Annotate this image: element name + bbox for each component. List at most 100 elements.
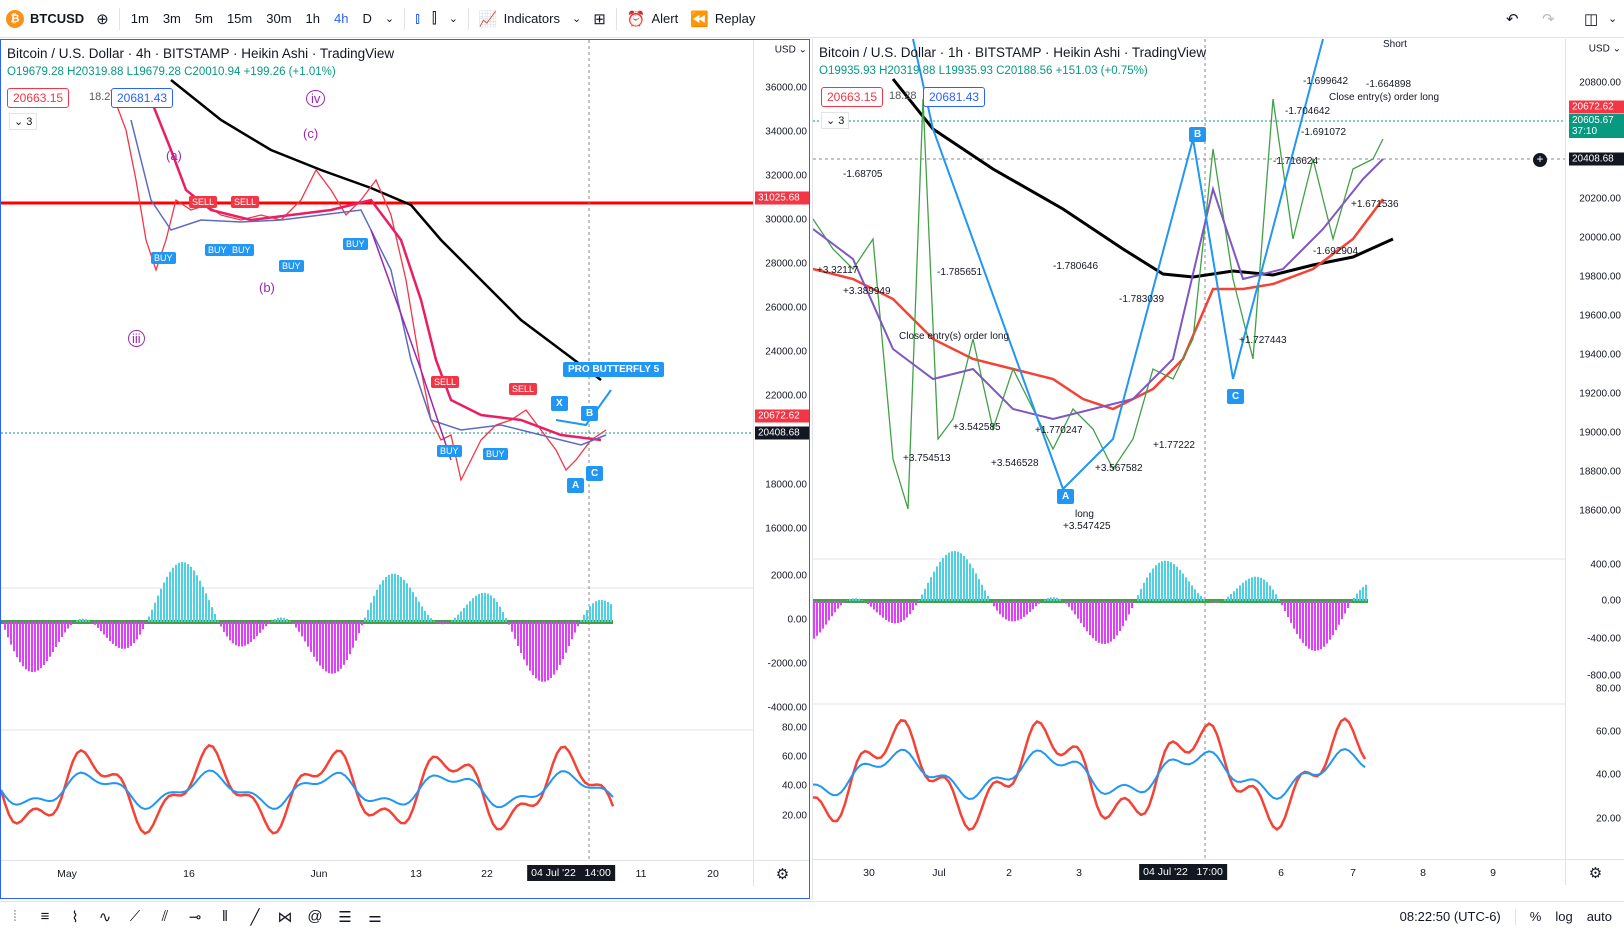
- histogram-bar: [1254, 576, 1256, 601]
- right-chart-canvas: [813, 39, 1565, 859]
- horizontal-line-icon[interactable]: ⊸: [188, 908, 202, 926]
- histogram-bar: [1359, 589, 1361, 601]
- time-axis[interactable]: 30 Jul 2 3 6 7 8 9 04 Jul '22 17:00: [813, 859, 1565, 885]
- chevron-down-icon[interactable]: ⌄: [448, 13, 458, 25]
- spiral-icon[interactable]: @: [307, 908, 323, 925]
- crosshair-price-tag: 20408.68: [755, 426, 809, 440]
- histogram-bar: [553, 622, 555, 675]
- trend-line-icon[interactable]: ⟋: [129, 908, 141, 925]
- indicator-count: 3: [26, 116, 33, 128]
- timeframe-5m[interactable]: 5m: [194, 11, 213, 26]
- point-a: A: [1057, 489, 1075, 504]
- histogram-bar: [355, 622, 357, 641]
- histogram-bar: [562, 622, 564, 660]
- split-layout-icon[interactable]: ◫: [1584, 10, 1599, 28]
- histogram-bar: [319, 622, 321, 666]
- wave-label-c: (c): [303, 126, 319, 141]
- xabcd-pattern-icon[interactable]: ⋈: [277, 908, 293, 926]
- settings-sliders-icon[interactable]: ⚌: [368, 908, 382, 926]
- replay-button[interactable]: ⏪ Replay: [684, 0, 761, 38]
- buy-signal: BUY: [151, 252, 176, 264]
- indicators-button[interactable]: 📈 Indicators: [473, 0, 566, 38]
- histogram-bar: [1173, 564, 1175, 601]
- vertical-lines-icon[interactable]: ‖: [221, 908, 229, 925]
- buy-signal: BUY: [229, 244, 254, 256]
- chart-pane-right[interactable]: Bitcoin / U.S. Dollar · 1h · BITSTAMP · …: [812, 39, 1624, 899]
- time-tick: 11: [635, 868, 647, 880]
- time-axis[interactable]: May 16 Jun 13 22 11 20 04 Jul '22 14:00: [1, 860, 753, 886]
- elliott-wave-icon[interactable]: ∿: [98, 908, 112, 926]
- histogram-bar: [1134, 601, 1136, 602]
- bar-style-icon[interactable]: ⫾: [415, 10, 420, 27]
- ray-line-icon[interactable]: ╱: [250, 908, 260, 926]
- histogram-bar: [532, 622, 534, 676]
- histogram-bar: [1011, 601, 1013, 622]
- alert-button[interactable]: ⏰ Alert: [621, 0, 684, 38]
- histogram-bar: [460, 611, 462, 622]
- currency-label: USD ⌄: [774, 44, 807, 56]
- price-line: [110, 89, 607, 482]
- gear-icon[interactable]: ⚙: [753, 860, 809, 886]
- histogram-bar: [406, 583, 408, 622]
- indicator-count-toggle[interactable]: ⌄ 3: [9, 113, 38, 130]
- osc-tick: -4000.00: [767, 702, 807, 714]
- undo-icon[interactable]: ↶: [1506, 10, 1519, 28]
- histogram-bar: [1293, 601, 1295, 629]
- currency-label: USD ⌄: [1588, 43, 1621, 55]
- timeframe-15m[interactable]: 15m: [226, 11, 253, 26]
- histogram-bar: [1056, 597, 1058, 601]
- chevron-down-icon[interactable]: ⌄: [1608, 13, 1618, 25]
- redo-icon[interactable]: ↷: [1542, 10, 1555, 28]
- histogram-bar: [816, 601, 818, 636]
- log-toggle[interactable]: log: [1555, 909, 1573, 924]
- histogram-bar: [1047, 598, 1049, 601]
- timeframe-1m[interactable]: 1m: [130, 11, 149, 26]
- bid-price-button[interactable]: 20663.15: [821, 87, 884, 107]
- layout-grid-icon[interactable]: ⊞: [593, 10, 606, 28]
- histogram-bar: [1098, 601, 1100, 643]
- histogram-bar: [274, 619, 276, 622]
- chevron-down-icon[interactable]: ⌄: [571, 13, 582, 25]
- bottom-right-controls: 08:22:50 (UTC-6) % log auto: [1399, 908, 1612, 925]
- compare-add-icon[interactable]: ⊕: [96, 10, 109, 28]
- symbol-search[interactable]: ₿ BTCUSD: [0, 0, 90, 38]
- timeframe-d[interactable]: D: [362, 11, 372, 26]
- histogram-bar: [388, 574, 390, 622]
- chevron-down-icon[interactable]: ⌄: [384, 13, 395, 25]
- candles-icon[interactable]: ⫿: [431, 10, 437, 27]
- abc-pattern-icon[interactable]: ⌇: [71, 908, 79, 926]
- histogram-bar: [508, 622, 510, 625]
- indicator-count-toggle[interactable]: ⌄ 3: [821, 112, 850, 129]
- percent-toggle[interactable]: %: [1529, 909, 1542, 924]
- histogram-bar: [427, 614, 429, 622]
- histogram-bar: [1239, 585, 1241, 601]
- drag-handle-icon[interactable]: ⁞: [12, 908, 18, 925]
- price-axis[interactable]: USD ⌄ 36000.00 34000.00 32000.00 30000.0…: [753, 40, 809, 860]
- histogram-bar: [1152, 568, 1154, 601]
- fib-channel-icon[interactable]: ⫽: [161, 908, 169, 925]
- chart-pane-left[interactable]: Bitcoin / U.S. Dollar · 4h · BITSTAMP · …: [0, 39, 810, 899]
- hamburger-menu-icon[interactable]: ≡: [40, 908, 50, 925]
- timeframe-4h[interactable]: 4h: [334, 11, 349, 26]
- price-axis[interactable]: USD ⌄ 20800.00 20200.00 20000.00 19800.0…: [1565, 39, 1624, 859]
- regression-icon[interactable]: ☰: [338, 908, 352, 926]
- histogram-bar: [352, 622, 354, 648]
- timeframe-3m[interactable]: 3m: [162, 11, 181, 26]
- gear-icon[interactable]: ⚙: [1565, 859, 1624, 885]
- histogram-bar: [897, 601, 899, 624]
- clock-readout: 08:22:50 (UTC-6): [1399, 909, 1501, 924]
- add-alert-icon[interactable]: +: [1533, 153, 1547, 167]
- ask-price-button[interactable]: 20681.43: [923, 87, 986, 107]
- annotation: -1.691072: [1301, 127, 1347, 138]
- timeframe-30m[interactable]: 30m: [266, 11, 292, 26]
- ask-price-button[interactable]: 20681.43: [111, 88, 174, 108]
- bitcoin-icon: ₿: [6, 9, 24, 28]
- auto-toggle[interactable]: auto: [1586, 909, 1612, 924]
- histogram-bar: [502, 612, 504, 622]
- timeframe-1h[interactable]: 1h: [305, 11, 320, 26]
- histogram-bar: [295, 622, 297, 628]
- histogram-bar: [442, 622, 444, 625]
- histogram-bar: [577, 622, 579, 627]
- annotation: -1.704642: [1285, 106, 1331, 117]
- bid-price-button[interactable]: 20663.15: [7, 88, 70, 108]
